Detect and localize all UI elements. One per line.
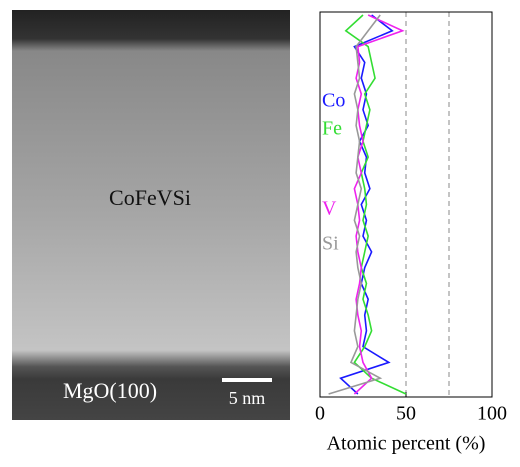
- substrate-label: MgO(100): [63, 378, 157, 403]
- legend-label: Co: [322, 90, 345, 112]
- legend-label: V: [322, 198, 337, 220]
- x-tick-label: 100: [477, 403, 507, 425]
- legend-label: Fe: [322, 118, 342, 140]
- profile-chart: 0 50 100 Atomic percent (%) Co Fe V Si: [315, 12, 507, 455]
- series-line: [346, 15, 406, 394]
- legend-label: Si: [322, 233, 339, 255]
- layer-label: CoFeVSi: [109, 185, 191, 210]
- scale-bar-label: 5 nm: [229, 388, 266, 408]
- x-tick-label: 0: [315, 403, 325, 425]
- x-tick-label: 50: [396, 403, 416, 425]
- tem-image: [12, 10, 290, 420]
- page: CoFeVSi MgO(100) 5 nm 050100Atomic perce…: [0, 0, 520, 467]
- figure: CoFeVSi MgO(100) 5 nm 050100Atomic perce…: [0, 0, 520, 462]
- x-axis-label: Atomic percent (%): [327, 433, 486, 455]
